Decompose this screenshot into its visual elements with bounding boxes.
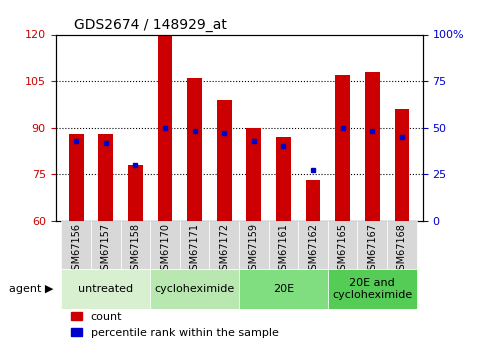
Text: cycloheximide: cycloheximide [155, 284, 235, 294]
Text: GSM67157: GSM67157 [101, 223, 111, 276]
Bar [387, 221, 417, 269]
Bar [121, 221, 150, 269]
Bar [365, 72, 380, 221]
Text: GSM67171: GSM67171 [190, 223, 199, 276]
Bar [61, 269, 150, 309]
Text: 20E and
cycloheximide: 20E and cycloheximide [332, 278, 412, 300]
Bar [306, 180, 321, 221]
Bar [187, 78, 202, 221]
Bar [180, 221, 210, 269]
Bar [246, 128, 261, 221]
Text: 20E: 20E [273, 284, 294, 294]
Bar [69, 134, 84, 221]
Text: GSM67156: GSM67156 [71, 223, 81, 276]
Bar [157, 34, 172, 221]
Legend: count, percentile rank within the sample: count, percentile rank within the sample [71, 312, 279, 338]
Bar [128, 165, 143, 221]
Bar [298, 221, 328, 269]
Text: GSM67167: GSM67167 [367, 223, 377, 276]
Text: GSM67168: GSM67168 [397, 223, 407, 276]
Bar [150, 221, 180, 269]
Bar [395, 109, 409, 221]
Text: GSM67165: GSM67165 [338, 223, 348, 276]
Bar [357, 221, 387, 269]
Bar [61, 221, 91, 269]
Text: GSM67161: GSM67161 [279, 223, 288, 276]
Bar [276, 137, 291, 221]
Text: GSM67172: GSM67172 [219, 223, 229, 276]
Bar [150, 269, 239, 309]
Bar [239, 269, 328, 309]
Text: agent ▶: agent ▶ [9, 284, 53, 294]
Bar [91, 221, 121, 269]
Bar [269, 221, 298, 269]
Text: GDS2674 / 148929_at: GDS2674 / 148929_at [74, 18, 227, 32]
Bar [328, 221, 357, 269]
Text: untreated: untreated [78, 284, 133, 294]
Bar [239, 221, 269, 269]
Text: GSM67159: GSM67159 [249, 223, 259, 276]
Text: GSM67158: GSM67158 [130, 223, 141, 276]
Bar [328, 269, 417, 309]
Bar [99, 134, 114, 221]
Bar [210, 221, 239, 269]
Bar [217, 100, 232, 221]
Text: GSM67170: GSM67170 [160, 223, 170, 276]
Bar [335, 75, 350, 221]
Text: GSM67162: GSM67162 [308, 223, 318, 276]
